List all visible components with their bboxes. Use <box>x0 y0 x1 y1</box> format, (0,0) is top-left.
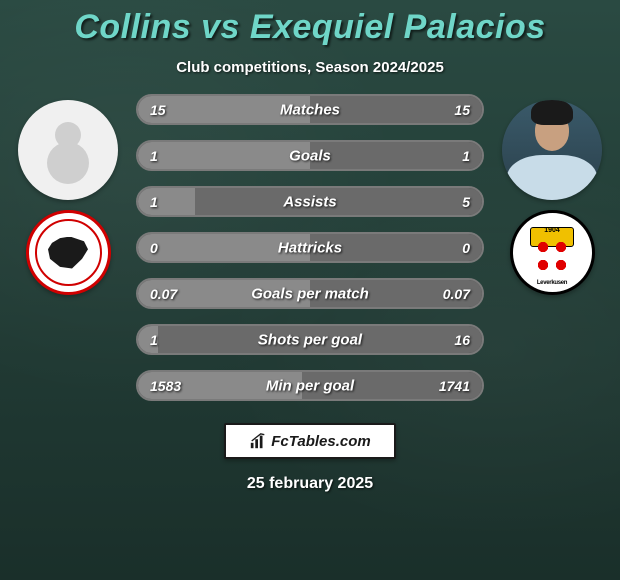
stat-label: Goals per match <box>251 285 369 302</box>
stat-row: 1 Assists 5 <box>136 186 484 217</box>
player-right-photo <box>502 100 602 200</box>
stat-value-right: 16 <box>454 332 470 348</box>
stat-value-right: 1 <box>462 148 470 164</box>
stat-label: Shots per goal <box>258 331 362 348</box>
stat-row: 0 Hattricks 0 <box>136 232 484 263</box>
chart-icon <box>249 432 267 450</box>
stat-value-left: 1583 <box>150 378 181 394</box>
bayer-year: 1904 <box>544 227 560 234</box>
stat-value-right: 0.07 <box>443 286 470 302</box>
page-title: Collins vs Exequiel Palacios <box>74 8 545 47</box>
stat-row: 1583 Min per goal 1741 <box>136 370 484 401</box>
content-root: Collins vs Exequiel Palacios Club compet… <box>0 0 620 580</box>
brand-badge[interactable]: FcTables.com <box>224 423 396 459</box>
stat-value-left: 0.07 <box>150 286 177 302</box>
stat-value-right: 15 <box>454 102 470 118</box>
stat-value-left: 1 <box>150 148 158 164</box>
player-right-torso <box>507 155 597 200</box>
page-subtitle: Club competitions, Season 2024/2025 <box>176 59 444 76</box>
player-left-photo <box>18 100 118 200</box>
stat-value-left: 1 <box>150 332 158 348</box>
left-column <box>12 94 124 401</box>
stat-label: Goals <box>289 147 331 164</box>
stat-row: 1 Goals 1 <box>136 140 484 171</box>
stat-value-right: 5 <box>462 194 470 210</box>
right-column: 1904 Leverkusen <box>496 94 608 401</box>
fill-left <box>138 142 310 169</box>
stat-value-left: 15 <box>150 102 166 118</box>
club-right-logo: 1904 Leverkusen <box>510 210 595 295</box>
bayer-text: Leverkusen <box>537 280 567 286</box>
stat-row: 0.07 Goals per match 0.07 <box>136 278 484 309</box>
club-left-logo <box>26 210 111 295</box>
stat-value-left: 1 <box>150 194 158 210</box>
stat-label: Assists <box>283 193 336 210</box>
stat-label: Min per goal <box>266 377 354 394</box>
fill-left <box>138 188 195 215</box>
stat-bars: 15 Matches 15 1 Goals 1 1 Assists 5 0 Hattricks 0 0.… <box>136 94 484 401</box>
stat-label: Matches <box>280 101 340 118</box>
stat-value-right: 0 <box>462 240 470 256</box>
comparison-area: 15 Matches 15 1 Goals 1 1 Assists 5 0 Hattricks 0 0.… <box>0 94 620 401</box>
stat-label: Hattricks <box>278 239 342 256</box>
stat-row: 1 Shots per goal 16 <box>136 324 484 355</box>
stat-value-right: 1741 <box>439 378 470 394</box>
date-text: 25 february 2025 <box>247 475 373 493</box>
fill-right <box>310 142 482 169</box>
stat-row: 15 Matches 15 <box>136 94 484 125</box>
fill-right <box>195 188 482 215</box>
brand-text: FcTables.com <box>271 433 370 450</box>
stat-value-left: 0 <box>150 240 158 256</box>
